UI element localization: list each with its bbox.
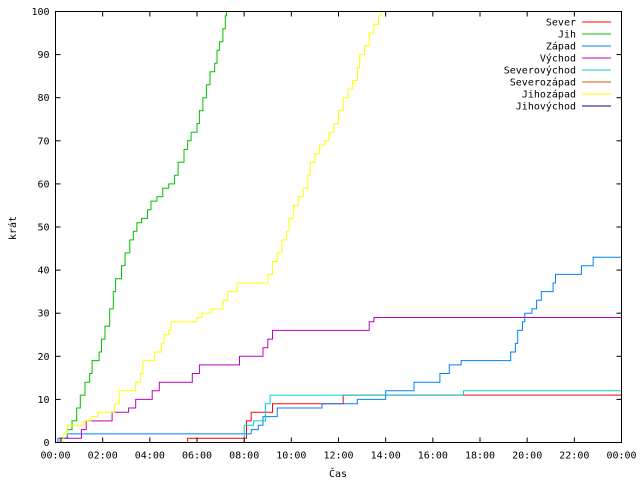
y-tick-label: 10	[37, 395, 49, 406]
x-tick-label: 14:00	[371, 451, 401, 462]
x-axis-label: Čas	[329, 467, 347, 480]
x-tick-label: 22:00	[559, 451, 589, 462]
y-tick-label: 70	[37, 136, 49, 147]
legend-label-jih: Jih	[558, 30, 576, 41]
x-tick-label: 06:00	[182, 451, 212, 462]
y-tick-label: 100	[31, 7, 49, 18]
x-tick-label: 12:00	[323, 451, 353, 462]
x-tick-label: 08:00	[229, 451, 259, 462]
series-line-sever	[187, 394, 622, 443]
x-tick-label: 04:00	[135, 451, 165, 462]
series-line-zapad	[57, 256, 622, 443]
y-tick-label: 80	[37, 93, 49, 104]
y-tick-label: 30	[37, 309, 49, 320]
legend-label-severozapad: Severozápad	[510, 77, 576, 89]
y-tick-label: 0	[43, 438, 49, 449]
x-tick-label: 02:00	[88, 451, 118, 462]
legend-label-sever: Sever	[546, 18, 576, 29]
legend-label-severovychod: Severovýchod	[504, 65, 576, 77]
x-tick-label: 00:00	[606, 451, 636, 462]
series-line-jih	[60, 11, 227, 443]
x-tick-label: 16:00	[418, 451, 448, 462]
x-tick-label: 20:00	[512, 451, 542, 462]
series-line-vychod	[59, 317, 622, 443]
legend-label-jihozapad: Jihozápad	[522, 89, 576, 101]
series-layer	[57, 11, 622, 443]
y-tick-label: 90	[37, 50, 49, 61]
y-axis-label: krát	[7, 216, 19, 240]
legend-label-jihovychod: Jihovýchod	[516, 101, 576, 113]
series-line-jihozapad	[62, 11, 382, 443]
x-tick-label: 10:00	[276, 451, 306, 462]
y-tick-label: 40	[37, 266, 49, 277]
y-tick-label: 60	[37, 179, 49, 190]
series-line-severovychod	[243, 390, 622, 443]
legend-label-vychod: Východ	[540, 53, 576, 65]
y-tick-label: 20	[37, 352, 49, 363]
ticks-layer: 00:00 02:00 04:00 06:00 08:00 10:00 12:00 14:00…	[31, 7, 636, 462]
legend-label-zapad: Západ	[546, 41, 576, 53]
x-tick-label: 18:00	[465, 451, 495, 462]
legend: SeverJihZápadVýchodSeverovýchodSeverozáp…	[504, 18, 611, 113]
y-tick-label: 50	[37, 223, 49, 234]
x-tick-label: 00:00	[40, 451, 70, 462]
plot-frame	[55, 11, 622, 443]
